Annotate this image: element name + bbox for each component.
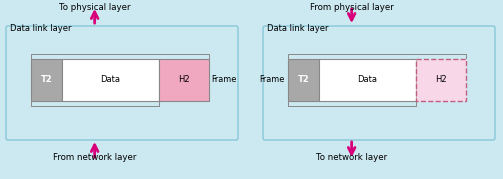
Text: Data link layer: Data link layer (10, 24, 71, 33)
Bar (31, 59, 62, 101)
Text: To network layer: To network layer (316, 153, 387, 162)
Text: From physical layer: From physical layer (310, 3, 393, 12)
Bar (159, 59, 209, 101)
Bar (288, 59, 319, 101)
Text: From network layer: From network layer (53, 153, 136, 162)
FancyBboxPatch shape (6, 26, 238, 140)
Text: T2: T2 (40, 75, 52, 84)
FancyBboxPatch shape (263, 26, 495, 140)
Text: H2: H2 (435, 75, 447, 84)
Text: H2: H2 (178, 75, 190, 84)
Bar (319, 59, 416, 101)
Text: Data: Data (101, 75, 120, 84)
Bar (416, 59, 466, 101)
Bar (62, 59, 159, 101)
Text: To physical layer: To physical layer (59, 3, 130, 12)
Text: Frame: Frame (212, 75, 237, 84)
Text: Frame: Frame (260, 75, 285, 84)
Text: Data link layer: Data link layer (267, 24, 328, 33)
Text: T2: T2 (297, 75, 309, 84)
Text: Data: Data (358, 75, 377, 84)
